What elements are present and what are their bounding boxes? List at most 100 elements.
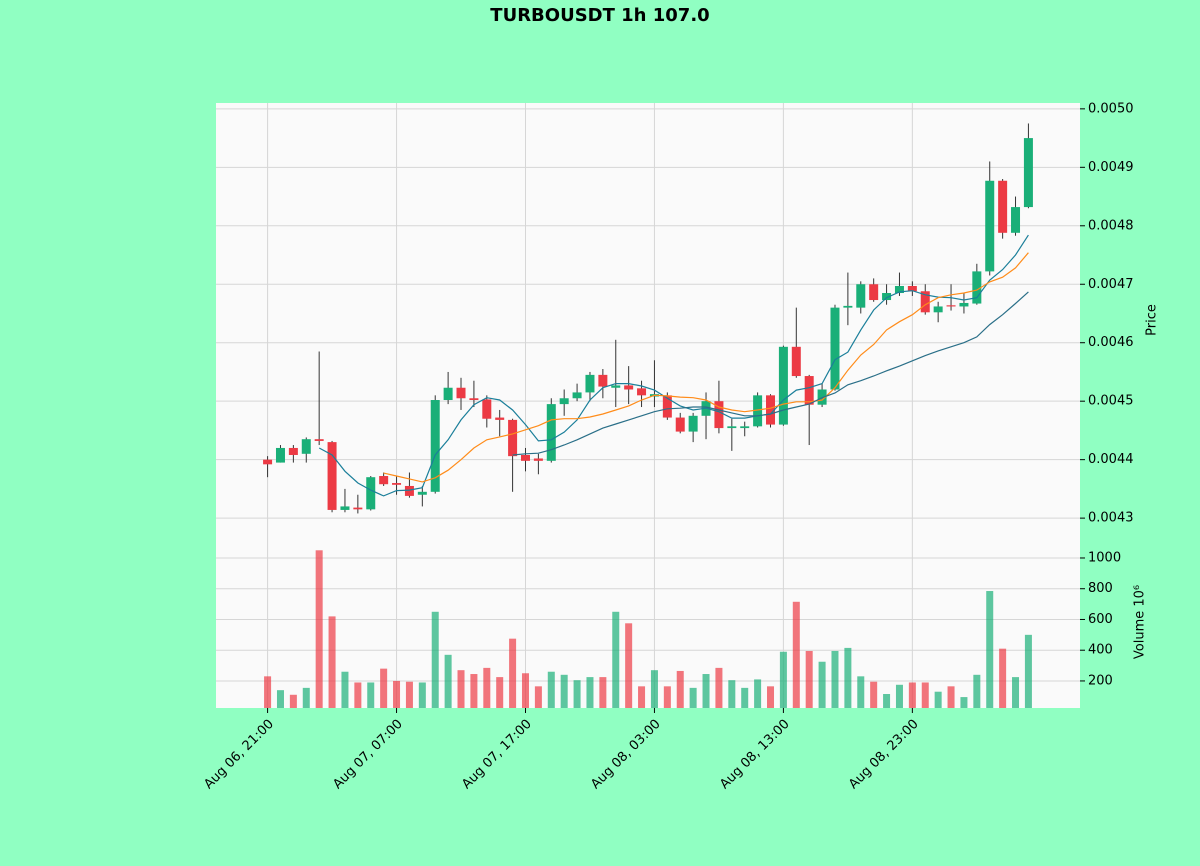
candle-body [1011,207,1021,233]
candle-body [766,395,776,425]
candle-body [275,447,285,463]
candle-body [869,284,879,301]
volume-bar [328,616,336,708]
volume-bar [999,648,1007,708]
candle-body [727,426,737,429]
volume-bar [715,667,723,708]
volume-tick-label: 400 [1088,643,1113,658]
candle-body [791,346,801,377]
y-tick-label: 0.0046 [1088,335,1134,350]
candle-body [443,387,453,401]
candle-body [998,180,1008,233]
volume-bar [779,651,787,708]
volume-bar [960,697,968,708]
volume-bar [341,671,349,708]
volume-bar [767,686,775,708]
candle-body [972,271,982,304]
candle-body [430,400,440,492]
volume-tick-label: 600 [1088,612,1113,627]
candle-body [688,415,698,432]
volume-bar [315,550,323,708]
volume-axis-label: Volume 10⁶ [1133,585,1148,659]
volume-bar [470,674,478,708]
candle-body [920,291,930,313]
y-tick-label: 0.0048 [1088,218,1134,233]
volume-bar [650,670,658,708]
candle-body [740,426,750,429]
candle-body [533,458,543,461]
x-tick-label: Aug 07, 17:00 [459,717,535,793]
candle-body [288,447,298,455]
candle-body [392,483,402,485]
candle-body [301,439,311,454]
candle-body [495,417,505,420]
candle-body [946,305,956,307]
volume-bar [638,686,646,708]
candle-body [843,305,853,308]
volume-bar [276,690,284,708]
candle-body [366,477,376,510]
volume-bar [818,661,826,708]
volume-panel [216,538,1080,708]
candle-body [611,385,621,388]
volume-bar [1012,677,1020,708]
volume-bar [599,677,607,708]
volume-bar [921,682,929,708]
y-tick-label: 0.0045 [1088,394,1134,409]
volume-bar [483,667,491,708]
volume-bar [663,686,671,708]
candle-body [520,454,530,461]
volume-bar [831,650,839,708]
candle-body [933,306,943,313]
volume-bar [573,680,581,708]
volume-bar [728,680,736,708]
candle-body [353,507,363,510]
volume-bar [973,674,981,708]
volume-bar [844,647,852,708]
volume-bar [509,638,517,708]
volume-bar [934,691,942,708]
candle-body [1023,138,1033,208]
volume-bar [289,694,297,708]
y-tick-label: 0.0044 [1088,452,1134,467]
candle-body [482,399,492,419]
candle-body [624,385,634,390]
candle-body [340,506,350,510]
candle-body [778,346,788,425]
candle-body [572,392,582,399]
candle-body [456,387,466,399]
candle-body [508,419,518,457]
volume-bar [792,601,800,708]
y-axis-label: Price [1145,304,1160,336]
y-tick-label: 0.0043 [1088,511,1134,526]
x-tick-label: Aug 08, 13:00 [717,717,793,793]
volume-bar [741,687,749,708]
volume-bar [947,686,955,708]
y-tick-label: 0.0047 [1088,277,1134,292]
candle-body [546,404,556,461]
volume-bar [444,654,452,708]
y-tick-label: 0.0050 [1088,101,1134,116]
candle-body [637,388,647,396]
volume-bar [393,680,401,708]
volume-bar [857,676,865,708]
volume-bar [354,682,362,708]
candle-body [417,491,427,495]
volume-bar [367,682,375,708]
candle-body [327,442,337,510]
candle-body [404,485,414,496]
volume-bar [405,681,413,708]
candle-body [662,395,672,418]
volume-bar [302,687,310,708]
volume-tick-label: 200 [1088,673,1113,688]
volume-bar [805,650,813,708]
volume-bar [380,668,388,708]
volume-bar [870,681,878,708]
candle-body [959,302,969,307]
candle-body [585,374,595,393]
volume-bar [431,611,439,708]
volume-bar [418,682,426,708]
volume-bar [457,670,465,708]
